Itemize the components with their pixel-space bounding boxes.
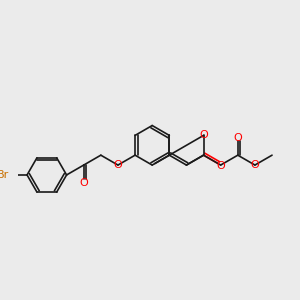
Text: O: O: [114, 160, 122, 170]
Text: O: O: [250, 160, 259, 170]
Text: O: O: [79, 178, 88, 188]
Text: O: O: [217, 160, 225, 170]
Text: Br: Br: [0, 170, 9, 180]
Text: O: O: [233, 133, 242, 142]
Text: O: O: [199, 130, 208, 140]
